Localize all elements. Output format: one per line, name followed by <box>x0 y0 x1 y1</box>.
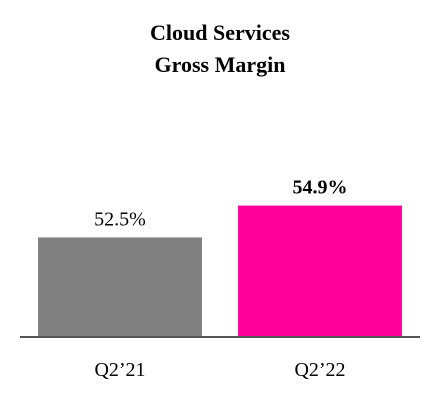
x-tick-label-1: Q2’21 <box>94 359 145 381</box>
bar-2 <box>238 205 402 337</box>
chart-title-line-1: Cloud Services <box>150 20 290 45</box>
data-label-1: 52.5% <box>94 208 146 230</box>
data-label-2: 54.9% <box>293 177 348 199</box>
x-tick-label-2: Q2’22 <box>294 359 345 381</box>
bar-1 <box>38 237 202 337</box>
chart-title-line-2: Gross Margin <box>155 52 286 77</box>
bars-group: 52.5% Q2’21 54.9% Q2’22 <box>38 177 402 381</box>
